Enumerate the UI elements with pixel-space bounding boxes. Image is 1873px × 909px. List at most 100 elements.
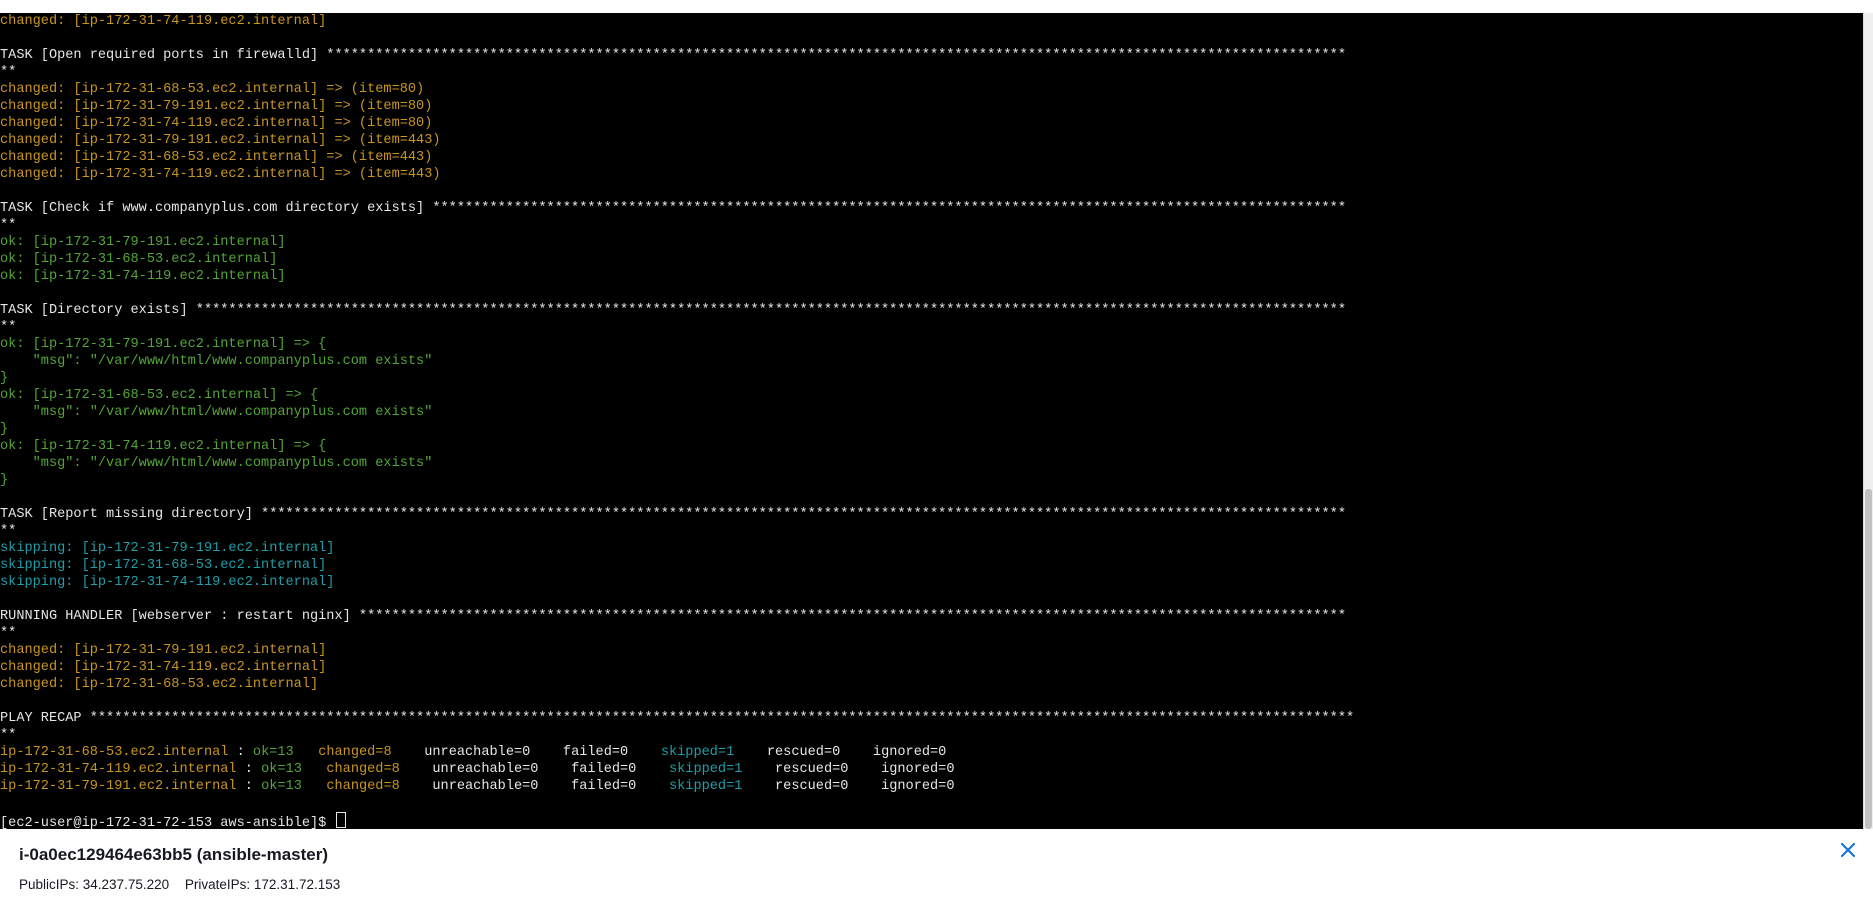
- terminal-text-skip: skipping: [ip-172-31-68-53.ec2.internal]: [0, 558, 327, 573]
- terminal-line: skipping: [ip-172-31-79-191.ec2.internal…: [0, 540, 1863, 557]
- terminal-text-skip: skipped=1: [660, 745, 735, 760]
- close-icon: [1841, 843, 1855, 857]
- terminal-text-default: TASK [Directory exists] ****************…: [0, 303, 1347, 318]
- terminal-text-ok: ok: [ip-172-31-79-191.ec2.internal] => {: [0, 337, 327, 352]
- terminal-line: changed: [ip-172-31-74-119.ec2.internal]…: [0, 115, 1863, 132]
- terminal-text-default: RUNNING HANDLER [webserver : restart ngi…: [0, 609, 1347, 624]
- top-bar: [0, 0, 1873, 14]
- terminal-scrollbar[interactable]: [1863, 13, 1873, 829]
- terminal-text-default: **: [0, 65, 17, 80]
- terminal-text-default: **: [0, 320, 17, 335]
- terminal-line: [0, 285, 1863, 302]
- terminal-line: "msg": "/var/www/html/www.companyplus.co…: [0, 353, 1863, 370]
- terminal-text-skip: skipping: [ip-172-31-74-119.ec2.internal…: [0, 575, 335, 590]
- terminal-text-default: rescued=0 ignored=0: [742, 779, 955, 794]
- terminal-text-default: **: [0, 626, 17, 641]
- terminal-window[interactable]: changed: [ip-172-31-74-119.ec2.internal]…: [0, 13, 1863, 829]
- terminal-line: ok: [ip-172-31-79-191.ec2.internal] => {: [0, 336, 1863, 353]
- terminal-line: [0, 693, 1863, 710]
- terminal-line: changed: [ip-172-31-79-191.ec2.internal]…: [0, 98, 1863, 115]
- terminal-line: skipping: [ip-172-31-74-119.ec2.internal…: [0, 574, 1863, 591]
- terminal-text-ok: ok: [ip-172-31-74-119.ec2.internal]: [0, 269, 286, 284]
- terminal-line: ok: [ip-172-31-68-53.ec2.internal]: [0, 251, 1863, 268]
- terminal-text-default: rescued=0 ignored=0: [742, 762, 955, 777]
- terminal-line: changed: [ip-172-31-74-119.ec2.internal]: [0, 659, 1863, 676]
- instance-info-panel: i-0a0ec129464e63bb5 (ansible-master) Pub…: [0, 829, 1873, 909]
- terminal-text-ok: "msg": "/var/www/html/www.companyplus.co…: [0, 405, 433, 420]
- terminal-line: [0, 183, 1863, 200]
- terminal-line: }: [0, 472, 1863, 489]
- scrollbar-thumb[interactable]: [1865, 489, 1872, 829]
- terminal-text-default: TASK [Check if www.companyplus.com direc…: [0, 201, 1347, 216]
- terminal-text-default: :: [236, 762, 262, 777]
- terminal-line: changed: [ip-172-31-79-191.ec2.internal]: [0, 642, 1863, 659]
- terminal-text-ok: ok=13: [252, 745, 294, 760]
- terminal-line: ok: [ip-172-31-79-191.ec2.internal]: [0, 234, 1863, 251]
- private-ips: PrivateIPs: 172.31.72.153: [184, 877, 341, 892]
- terminal-line: ip-172-31-68-53.ec2.internal : ok=13 cha…: [0, 744, 1863, 761]
- terminal-text-default: unreachable=0 failed=0: [399, 779, 669, 794]
- terminal-text-changed: changed=8: [326, 762, 400, 777]
- terminal-text-default: [302, 762, 326, 777]
- terminal-text-ok: }: [0, 422, 9, 437]
- terminal-text-changed: changed: [ip-172-31-79-191.ec2.internal]…: [0, 133, 441, 148]
- terminal-text-changed: changed: [ip-172-31-68-53.ec2.internal] …: [0, 82, 425, 97]
- close-button[interactable]: [1837, 839, 1859, 861]
- terminal-line: changed: [ip-172-31-74-119.ec2.internal]…: [0, 166, 1863, 183]
- terminal-text-default: **: [0, 524, 17, 539]
- terminal-text-default: :: [236, 779, 262, 794]
- terminal-text-ok: }: [0, 473, 9, 488]
- terminal-line: changed: [ip-172-31-68-53.ec2.internal] …: [0, 149, 1863, 166]
- terminal-text-ok: }: [0, 371, 9, 386]
- terminal-line: "msg": "/var/www/html/www.companyplus.co…: [0, 404, 1863, 421]
- terminal-text-changed: ip-172-31-79-191.ec2.internal: [0, 779, 237, 794]
- terminal-line: changed: [ip-172-31-68-53.ec2.internal]: [0, 676, 1863, 693]
- terminal-text-changed: changed: [ip-172-31-74-119.ec2.internal]…: [0, 167, 441, 182]
- terminal-line: TASK [Check if www.companyplus.com direc…: [0, 200, 1863, 217]
- terminal-text-default: **: [0, 218, 17, 233]
- terminal-text-default: [302, 779, 326, 794]
- terminal-text-default: **: [0, 728, 17, 743]
- terminal-line: TASK [Open required ports in firewalld] …: [0, 47, 1863, 64]
- terminal-line: ok: [ip-172-31-68-53.ec2.internal] => {: [0, 387, 1863, 404]
- terminal-text-changed: changed=8: [318, 745, 392, 760]
- terminal-text-ok: ok=13: [261, 762, 302, 777]
- terminal-line: }: [0, 421, 1863, 438]
- terminal-line: "msg": "/var/www/html/www.companyplus.co…: [0, 455, 1863, 472]
- terminal-text-changed: changed: [ip-172-31-74-119.ec2.internal]: [0, 14, 327, 29]
- terminal-text-default: [294, 745, 318, 760]
- terminal-line: **: [0, 64, 1863, 81]
- terminal-text-default: TASK [Open required ports in firewalld] …: [0, 48, 1347, 63]
- terminal-text-default: unreachable=0 failed=0: [391, 745, 661, 760]
- terminal-text-skip: skipping: [ip-172-31-79-191.ec2.internal…: [0, 541, 335, 556]
- instance-title: i-0a0ec129464e63bb5 (ansible-master): [19, 845, 329, 864]
- terminal-line: **: [0, 319, 1863, 336]
- terminal-line: **: [0, 625, 1863, 642]
- public-ips: PublicIPs: 34.237.75.220: [19, 877, 170, 892]
- terminal-line: skipping: [ip-172-31-68-53.ec2.internal]: [0, 557, 1863, 574]
- terminal-line: changed: [ip-172-31-68-53.ec2.internal] …: [0, 81, 1863, 98]
- terminal-line: changed: [ip-172-31-74-119.ec2.internal]: [0, 13, 1863, 30]
- terminal-line: RUNNING HANDLER [webserver : restart ngi…: [0, 608, 1863, 625]
- terminal-line: ok: [ip-172-31-74-119.ec2.internal]: [0, 268, 1863, 285]
- terminal-line: **: [0, 727, 1863, 744]
- terminal-text-changed: changed: [ip-172-31-79-191.ec2.internal]…: [0, 99, 433, 114]
- terminal-text-default: unreachable=0 failed=0: [399, 762, 669, 777]
- terminal-output: changed: [ip-172-31-74-119.ec2.internal]…: [0, 13, 1863, 829]
- terminal-line: [0, 591, 1863, 608]
- terminal-line: **: [0, 523, 1863, 540]
- terminal-text-changed: ip-172-31-68-53.ec2.internal: [0, 745, 229, 760]
- terminal-line: [0, 30, 1863, 47]
- terminal-text-changed: ip-172-31-74-119.ec2.internal: [0, 762, 237, 777]
- terminal-line: ip-172-31-74-119.ec2.internal : ok=13 ch…: [0, 761, 1863, 778]
- terminal-text-changed: changed: [ip-172-31-74-119.ec2.internal]: [0, 660, 327, 675]
- terminal-line: TASK [Report missing directory] ********…: [0, 506, 1863, 523]
- terminal-line: TASK [Directory exists] ****************…: [0, 302, 1863, 319]
- terminal-text-changed: changed: [ip-172-31-79-191.ec2.internal]: [0, 643, 327, 658]
- terminal-line: }: [0, 370, 1863, 387]
- terminal-text-ok: ok: [ip-172-31-68-53.ec2.internal]: [0, 252, 278, 267]
- terminal-text-ok: ok: [ip-172-31-79-191.ec2.internal]: [0, 235, 286, 250]
- terminal-line: changed: [ip-172-31-79-191.ec2.internal]…: [0, 132, 1863, 149]
- terminal-text-default: [ec2-user@ip-172-31-72-153 aws-ansible]$: [0, 816, 335, 829]
- instance-ips: PublicIPs: 34.237.75.220 PrivateIPs: 172…: [19, 877, 352, 892]
